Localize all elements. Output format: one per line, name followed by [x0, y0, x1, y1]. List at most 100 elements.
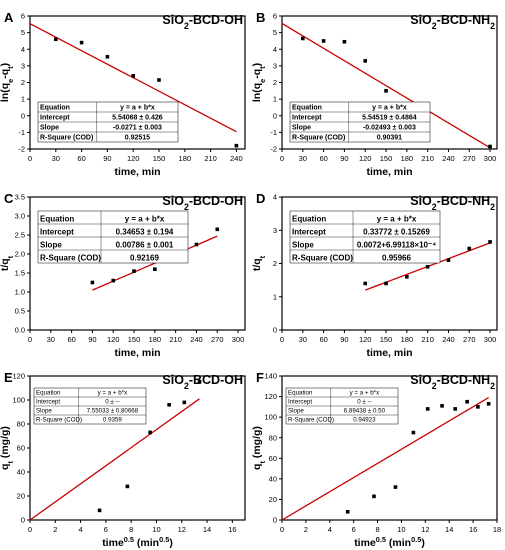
stats-key: Intercept [288, 399, 312, 406]
stats-value: 0.33772 ± 0.15269 [363, 228, 430, 237]
stats-table: Equation y = a + b*x Intercept 0 ± -- Slope 6… [285, 387, 399, 425]
data-point [372, 494, 376, 499]
y-tick-label: 4 [273, 193, 277, 202]
y-axis-label: qt (mg/g) [251, 426, 267, 470]
x-tick-label: 180 [401, 154, 414, 163]
stats-key: R-Square (COD) [40, 135, 93, 142]
stats-value: -0.0271 ± 0.003 [113, 125, 162, 132]
x-tick-label: 270 [211, 335, 224, 344]
x-tick-label: 0 [28, 154, 32, 163]
x-tick-label: 8 [375, 525, 379, 534]
y-tick-label: 3.0 [15, 212, 25, 221]
x-tick-label: 30 [299, 154, 307, 163]
stats-value: 6.89438 ± 0.50 [344, 408, 386, 415]
y-tick-label: 2 [273, 259, 277, 268]
y-tick-label: 3 [273, 226, 277, 235]
data-point [488, 144, 492, 149]
stats-key: Equation [36, 390, 61, 397]
data-point [148, 430, 152, 435]
x-tick-label: 300 [484, 335, 497, 344]
stats-value: 7.55033 ± 0.80668 [87, 408, 139, 415]
y-tick-label: 4 [273, 45, 277, 54]
y-tick-label: 0 [273, 111, 277, 120]
y-tick-label: 20 [269, 495, 277, 504]
x-tick-label: 300 [484, 154, 497, 163]
x-tick-label: 180 [179, 154, 192, 163]
x-tick-label: 210 [169, 335, 182, 344]
stats-value: y = a + b*x [125, 215, 165, 224]
y-tick-label: 100 [264, 413, 277, 422]
data-point [345, 509, 350, 514]
x-axis-label: time, min [366, 347, 412, 359]
x-tick-label: 300 [232, 335, 245, 344]
y-axis-label: ln(qe-qt) [251, 63, 267, 102]
x-tick-label: 18 [493, 525, 501, 534]
data-point [342, 39, 347, 44]
y-tick-label: 60 [269, 454, 277, 463]
y-tick-label: 1 [273, 95, 277, 104]
stats-key: Intercept [292, 228, 326, 237]
x-tick-label: 14 [445, 525, 453, 534]
y-tick-label: -2 [270, 145, 277, 154]
x-tick-label: 16 [469, 525, 477, 534]
stats-value: 0 ± -- [357, 399, 371, 406]
x-tick-label: 8 [129, 525, 133, 534]
y-tick-label: -2 [18, 145, 25, 154]
y-axis-label: qt (mg/g) [0, 426, 15, 470]
data-point [157, 78, 161, 82]
stats-table: Equation y = a + b*x Intercept 0 ± -- Slope 7… [33, 387, 147, 425]
stats-value: 5.54519 ± 0.4864 [362, 115, 417, 122]
panel-E: 0 2 4 6 8 10 12 14 16 0 20 40 60 80 100 120 time0.5 (min… [0, 370, 246, 549]
data-point [197, 380, 202, 384]
panel-C: 0 30 60 90 120 150 180 210 240 270 300 0.0 0.5 1.0 1.5… [0, 191, 246, 359]
stats-value: 0.94923 [353, 417, 376, 424]
stats-key: R-Square (COD) [292, 254, 353, 263]
x-tick-label: 90 [103, 154, 111, 163]
stats-table: Equation y = a + b*x Intercept 0.33772 ± 0.… [289, 210, 441, 264]
x-tick-label: 120 [359, 335, 372, 344]
stats-key: R-Square (COD) [40, 254, 101, 263]
y-tick-label: 3.5 [15, 193, 25, 202]
y-axis-label: ln(qe-qt) [0, 63, 15, 102]
x-tick-label: 210 [421, 154, 434, 163]
data-point [182, 400, 187, 405]
x-tick-label: 16 [228, 525, 236, 534]
y-tick-label: 3 [273, 61, 277, 70]
x-tick-label: 270 [463, 154, 476, 163]
x-tick-label: 90 [340, 154, 348, 163]
stats-key: R-Square (COD) [36, 417, 82, 424]
x-tick-label: 4 [328, 525, 332, 534]
stats-key: Slope [40, 241, 62, 250]
x-tick-label: 150 [153, 154, 166, 163]
data-point [425, 265, 430, 269]
x-tick-label: 90 [340, 335, 348, 344]
data-point [125, 484, 130, 489]
y-tick-label: 5 [273, 28, 277, 37]
x-tick-label: 30 [52, 154, 60, 163]
x-tick-label: 0 [280, 154, 284, 163]
y-tick-label: 6 [273, 12, 277, 21]
x-tick-label: 60 [319, 335, 327, 344]
panel-letter: C [4, 191, 14, 206]
y-tick-label: 40 [269, 474, 277, 483]
data-point [405, 275, 409, 279]
chart-title: SiO2-BCD-OH [162, 194, 243, 212]
fit-line [281, 22, 491, 149]
data-point [321, 39, 326, 43]
stats-value: y = a + b*x [372, 105, 407, 112]
x-tick-label: 30 [299, 335, 307, 344]
stats-value: 0.0072+6.99118×10⁻⁴ [357, 241, 436, 250]
x-tick-label: 12 [421, 525, 429, 534]
stats-key: Intercept [292, 115, 322, 122]
data-point [54, 37, 58, 42]
y-tick-label: 1.5 [15, 269, 25, 278]
data-point [132, 269, 136, 273]
stats-value: -0.02493 ± 0.003 [363, 125, 416, 132]
y-tick-label: 0.0 [15, 326, 25, 335]
y-tick-label: 0.5 [15, 307, 25, 316]
stats-key: Intercept [40, 115, 70, 122]
stats-key: Slope [36, 408, 52, 415]
stats-value: 0.95966 [382, 254, 411, 263]
plot-frame [29, 196, 246, 331]
